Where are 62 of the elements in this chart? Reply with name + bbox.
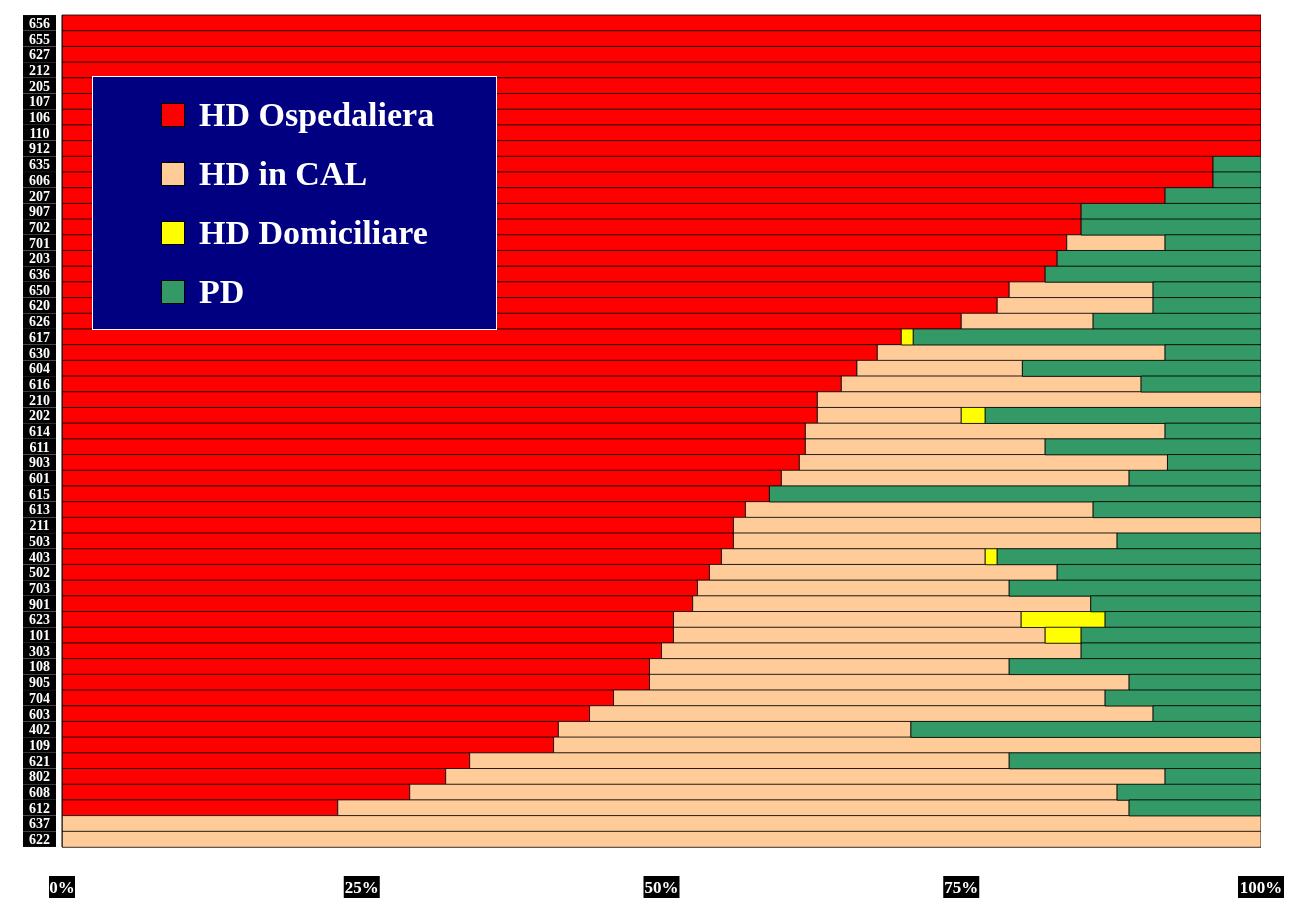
- y-tick-label: 107: [29, 94, 50, 110]
- y-tick-label: 802: [29, 769, 50, 785]
- y-tick-label: 603: [29, 706, 50, 722]
- x-tick-label: 75%: [944, 878, 979, 897]
- y-tick-label: 106: [29, 110, 50, 126]
- y-tick-label: 621: [29, 753, 50, 769]
- y-tick-label: 403: [29, 549, 50, 565]
- y-tick-label: 212: [29, 62, 50, 78]
- y-tick-label: 503: [29, 533, 50, 549]
- y-tick-label: 623: [29, 612, 50, 628]
- y-tick-label: 109: [29, 737, 50, 753]
- y-tick-label: 903: [29, 455, 50, 471]
- y-tick-label: 203: [29, 251, 50, 267]
- y-tick-label: 110: [29, 125, 50, 141]
- x-tick-label: 100%: [1239, 878, 1283, 897]
- y-tick-label: 701: [29, 235, 50, 251]
- legend-label: HD in CAL: [199, 154, 368, 193]
- y-tick-label: 614: [29, 424, 50, 439]
- y-tick-label: 630: [29, 345, 50, 361]
- y-tick-label: 601: [29, 471, 50, 487]
- y-tick-label: 636: [29, 267, 50, 283]
- y-tick-label: 656: [29, 15, 50, 31]
- y-tick-label: 703: [29, 580, 50, 596]
- x-tick-label: 25%: [344, 878, 379, 897]
- y-tick-label: 650: [29, 282, 50, 298]
- y-tick-label: 627: [29, 47, 50, 63]
- legend-label: HD Domiciliare: [199, 213, 428, 252]
- y-tick-label: 402: [29, 722, 50, 738]
- y-tick-label: 612: [29, 800, 50, 816]
- y-tick-label: 620: [29, 298, 50, 314]
- y-tick-label: 604: [29, 361, 50, 377]
- y-tick-label: 626: [29, 314, 50, 330]
- legend-label: PD: [199, 272, 245, 311]
- y-tick-label: 210: [29, 392, 50, 408]
- y-tick-label: 655: [29, 31, 50, 47]
- y-tick-label: 611: [29, 439, 50, 455]
- y-tick-label: 211: [29, 518, 50, 534]
- y-tick-label: 202: [29, 408, 50, 424]
- y-tick-label: 608: [29, 785, 50, 801]
- y-tick-label: 205: [29, 78, 50, 94]
- y-tick-label: 502: [29, 565, 50, 581]
- y-tick-label: 905: [29, 675, 50, 691]
- y-tick-label: 635: [29, 157, 50, 173]
- y-tick-label: 207: [29, 188, 50, 204]
- y-tick-label: 637: [29, 816, 50, 832]
- y-tick-label: 606: [29, 172, 50, 188]
- y-tick-label: 101: [29, 628, 50, 644]
- y-tick-label: 613: [29, 502, 50, 518]
- y-tick-label: 907: [29, 204, 50, 220]
- y-tick-label: 616: [29, 376, 50, 392]
- y-tick-label: 303: [29, 643, 50, 659]
- y-tick-label: 622: [29, 832, 50, 848]
- legend-label: HD Ospedaliera: [199, 95, 435, 134]
- y-tick-label: 704: [29, 690, 50, 706]
- x-tick-label: 0%: [49, 878, 75, 897]
- y-tick-label: 617: [29, 329, 50, 345]
- y-tick-label: 615: [29, 486, 50, 502]
- x-tick-label: 50%: [644, 878, 679, 897]
- y-tick-label: 912: [29, 141, 50, 157]
- y-tick-label: 702: [29, 219, 50, 235]
- y-tick-label: 108: [29, 659, 50, 675]
- y-tick-label: 901: [29, 596, 50, 612]
